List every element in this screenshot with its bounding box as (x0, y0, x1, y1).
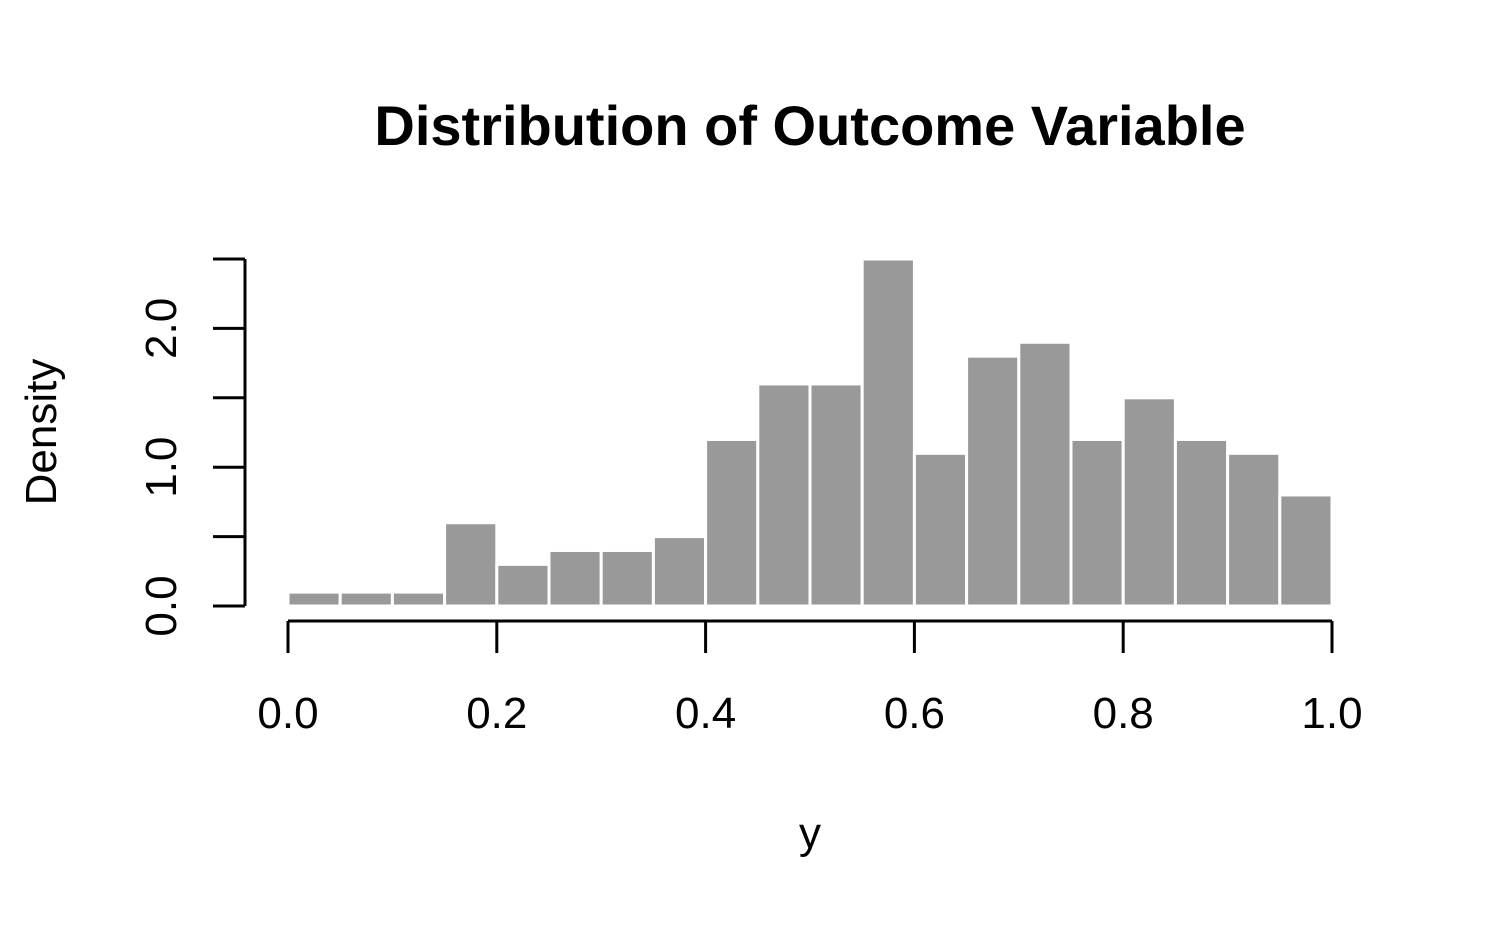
histogram-bar (338, 590, 394, 608)
histogram-bar (547, 548, 603, 608)
x-tick-label: 0.6 (884, 689, 945, 738)
x-tick-label: 0.2 (466, 689, 527, 738)
histogram-bar (1278, 493, 1334, 608)
histogram-bar (1069, 437, 1125, 608)
histogram-bar (1017, 340, 1073, 608)
x-tick-label: 0.8 (1093, 689, 1154, 738)
x-axis-label: y (799, 809, 821, 858)
x-tick-label: 1.0 (1301, 689, 1362, 738)
histogram-bar (1121, 396, 1177, 608)
histogram-bar (1173, 437, 1230, 608)
histogram-bar (651, 535, 708, 608)
x-axis: 0.0 0.2 0.4 0.6 0.8 1.0 (257, 619, 1363, 738)
histogram-bar (912, 451, 969, 608)
histogram-bar (1226, 451, 1282, 608)
x-tick-label: 0.0 (257, 689, 318, 738)
histogram-bar (808, 382, 864, 608)
histogram-bar (286, 590, 342, 608)
y-tick-label: 0.0 (137, 575, 186, 636)
histogram-bar (390, 590, 447, 608)
histogram-bars (286, 257, 1334, 608)
histogram-bar (704, 437, 760, 608)
y-tick-label: 1.0 (137, 437, 186, 498)
histogram-bar (965, 354, 1021, 608)
histogram-bar (599, 548, 655, 608)
histogram-bar (756, 382, 812, 608)
x-tick-label: 0.4 (675, 689, 736, 738)
y-axis-label: Density (17, 359, 66, 506)
histogram-bar (443, 521, 499, 608)
y-tick-label: 2.0 (137, 298, 186, 359)
histogram-bar (495, 562, 551, 608)
chart-title: Distribution of Outcome Variable (374, 94, 1245, 157)
y-axis: 0.0 1.0 2.0 (137, 257, 247, 637)
histogram-bar (860, 257, 916, 608)
